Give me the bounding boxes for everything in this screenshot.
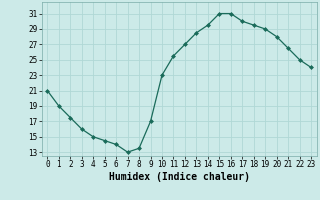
X-axis label: Humidex (Indice chaleur): Humidex (Indice chaleur) <box>109 172 250 182</box>
